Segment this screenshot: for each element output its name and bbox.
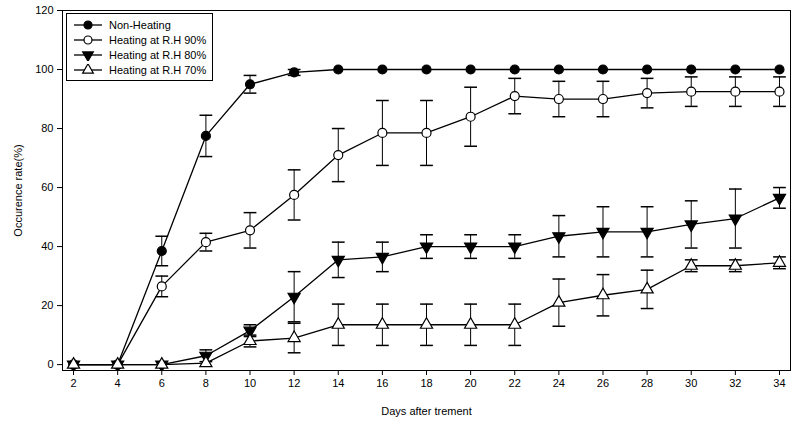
svg-text:10: 10 bbox=[244, 377, 256, 389]
svg-text:60: 60 bbox=[41, 181, 53, 193]
svg-text:28: 28 bbox=[641, 377, 653, 389]
html-text:Heating at R.H 70%: Heating at R.H 70% bbox=[109, 63, 207, 76]
html-text:Non-Heating: Non-Heating bbox=[109, 18, 171, 31]
svg-text:80: 80 bbox=[41, 122, 53, 134]
svg-text:4: 4 bbox=[115, 377, 121, 389]
svg-text:120: 120 bbox=[35, 4, 53, 16]
svg-text:18: 18 bbox=[420, 377, 432, 389]
svg-text:26: 26 bbox=[597, 377, 609, 389]
svg-text:8: 8 bbox=[203, 377, 209, 389]
svg-text:30: 30 bbox=[685, 377, 697, 389]
html-text:Heating at R.H 80%: Heating at R.H 80% bbox=[109, 48, 207, 61]
svg-text:12: 12 bbox=[288, 377, 300, 389]
svg-text:Days after trement: Days after trement bbox=[381, 405, 471, 417]
html-text:Heating at R.H 90%: Heating at R.H 90% bbox=[109, 33, 207, 46]
svg-text:0: 0 bbox=[47, 358, 53, 370]
svg-text:34: 34 bbox=[773, 377, 785, 389]
svg-text:100: 100 bbox=[35, 63, 53, 75]
svg-text:32: 32 bbox=[729, 377, 741, 389]
svg-text:2: 2 bbox=[70, 377, 76, 389]
svg-text:20: 20 bbox=[464, 377, 476, 389]
svg-text:16: 16 bbox=[376, 377, 388, 389]
svg-text:40: 40 bbox=[41, 240, 53, 252]
svg-text:20: 20 bbox=[41, 299, 53, 311]
svg-text:Occurence rate(%): Occurence rate(%) bbox=[12, 144, 24, 236]
svg-text:24: 24 bbox=[553, 377, 565, 389]
svg-text:22: 22 bbox=[509, 377, 521, 389]
svg-text:14: 14 bbox=[332, 377, 344, 389]
svg-text:6: 6 bbox=[159, 377, 165, 389]
